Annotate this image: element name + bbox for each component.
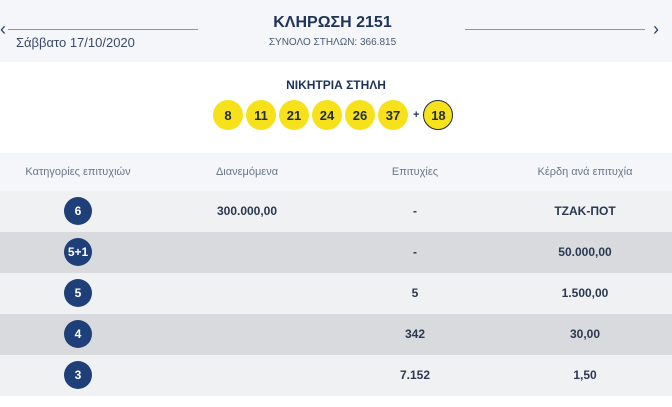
category-badge: 4 (64, 320, 92, 348)
number-ball: 37 (378, 100, 408, 130)
draw-header: ‹ Σάββατο 17/10/2020 ΚΛΗΡΩΣΗ 2151 ΣΥΝΟΛΟ… (0, 0, 672, 62)
nav-divider-right (465, 29, 645, 30)
winners-cell: 342 (404, 327, 426, 341)
table-row: 4 342 30,00 (0, 314, 672, 355)
column-header-winners: Επιτυχίες (391, 166, 439, 178)
total-columns: ΣΥΝΟΛΟ ΣΤΗΛΩΝ: 366.815 (268, 37, 397, 48)
winners-cell: - (413, 204, 417, 218)
prize-cell: ΤΖΑΚ-ΠΟΤ (554, 204, 616, 218)
column-header-distributed: Διανεμόμενα (215, 166, 279, 178)
winners-cell: 5 (411, 286, 419, 300)
winning-column-label: ΝΙΚΗΤΡΙΑ ΣΤΗΛΗ (286, 78, 386, 92)
draw-title: ΚΛΗΡΩΣΗ 2151 (273, 14, 392, 31)
chevron-right-icon[interactable]: › (653, 19, 659, 39)
table-row: 5+1 - 50.000,00 (0, 232, 672, 273)
number-ball: 24 (312, 100, 342, 130)
table-row: 5 5 1.500,00 (0, 273, 672, 314)
joker-ball: 18 (423, 100, 454, 130)
number-ball: 8 (213, 100, 243, 130)
prize-cell: 30,00 (569, 327, 601, 341)
table-row: 6 300.000,00 - ΤΖΑΚ-ΠΟΤ (0, 191, 672, 232)
prize-cell: 50.000,00 (558, 245, 612, 259)
table-header: Κατηγορίες επιτυχιών Διανεμόμενα Επιτυχί… (0, 153, 672, 191)
number-ball: 11 (246, 100, 276, 130)
column-header-prize: Κέρδη ανά επιτυχία (537, 166, 633, 178)
plus-sign: + (413, 109, 420, 121)
category-badge: 5 (64, 279, 92, 307)
nav-divider-left (8, 29, 198, 30)
category-badge: 5+1 (64, 238, 92, 266)
winners-cell: 7.152 (399, 368, 431, 382)
prize-cell: 1,50 (573, 368, 597, 382)
number-ball: 26 (345, 100, 375, 130)
winning-numbers: 8 11 21 24 26 37 + 18 (213, 100, 456, 130)
winners-cell: - (413, 245, 417, 259)
distributed-cell: 300.000,00 (216, 204, 278, 218)
category-badge: 6 (64, 197, 92, 225)
chevron-left-icon[interactable]: ‹ (0, 19, 6, 39)
number-ball: 21 (279, 100, 309, 130)
table-row: 3 7.152 1,50 (0, 355, 672, 396)
column-header-categories: Κατηγορίες επιτυχιών (25, 166, 131, 178)
draw-date: Σάββατο 17/10/2020 (16, 35, 135, 50)
category-badge: 3 (64, 361, 92, 389)
prize-cell: 1.500,00 (561, 286, 609, 300)
